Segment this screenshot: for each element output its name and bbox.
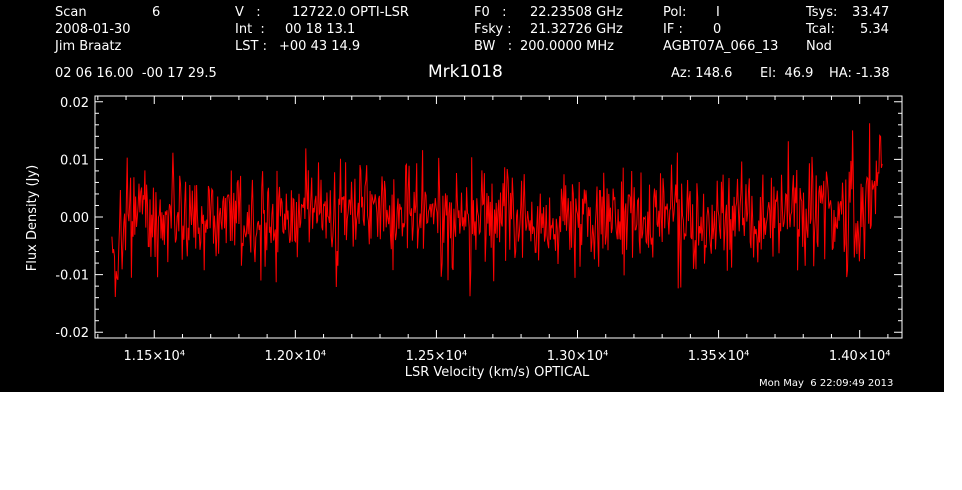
tcal-value: 5.34 — [860, 22, 889, 37]
lst-value: +00 43 14.9 — [279, 39, 361, 54]
pol-value: I — [716, 5, 720, 20]
azimuth: Az: 148.6 — [671, 66, 733, 81]
f0-label: F0 : — [474, 5, 507, 20]
pol-label: Pol: — [663, 5, 687, 20]
y-tick-label: 0.01 — [60, 153, 89, 168]
obs-date: 2008-01-30 — [55, 22, 131, 37]
y-tick-label: 0.02 — [60, 96, 89, 111]
velocity-label: V : — [235, 5, 261, 20]
scan-label: Scan — [55, 5, 87, 20]
x-tick-label: 1.40×10⁴ — [829, 349, 891, 364]
x-tick-label: 1.15×10⁴ — [123, 349, 185, 364]
y-axis-label: Flux Density (Jy) — [25, 165, 40, 271]
x-axis-label: LSR Velocity (km/s) OPTICAL — [405, 365, 590, 380]
obs-mode: Nod — [806, 39, 832, 54]
y-tick-label: -0.02 — [55, 326, 89, 341]
tsys-value: 33.47 — [852, 5, 890, 20]
plot-timestamp: Mon May 6 22:09:49 2013 — [759, 378, 894, 389]
plot-window: Scan 6 2008-01-30 Jim Braatz V : 12722.0… — [0, 0, 944, 392]
observer-name: Jim Braatz — [55, 39, 122, 54]
y-tick-label: 0.00 — [60, 211, 89, 226]
bw-value: 200.0000 MHz — [520, 39, 614, 54]
int-value: 00 18 13.1 — [285, 22, 356, 37]
if-value: 0 — [713, 22, 722, 37]
x-tick-label: 1.35×10⁴ — [688, 349, 750, 364]
spectrum-chart: 1.15×10⁴ 1.20×10⁴ 1.25×10⁴ 1.30×10⁴ 1.35×10⁴… — [25, 95, 903, 380]
project-id: AGBT07A_066_13 — [663, 39, 779, 54]
bw-label: BW : — [474, 39, 513, 54]
tcal-label: Tcal: — [806, 22, 835, 37]
scan-value: 6 — [152, 5, 161, 20]
tsys-label: Tsys: — [806, 5, 838, 20]
lst-label: LST : — [235, 39, 267, 54]
x-tick-label: 1.30×10⁴ — [547, 349, 609, 364]
spectrum-line — [111, 123, 883, 298]
source-title: Mrk1018 — [428, 62, 503, 82]
if-label: IF : — [663, 22, 683, 37]
velocity-value: 12722.0 OPTI-LSR — [292, 5, 409, 20]
int-label: Int : — [235, 22, 265, 37]
x-tick-label: 1.20×10⁴ — [265, 349, 327, 364]
fsky-value: 21.32726 GHz — [530, 22, 623, 37]
elevation: El: 46.9 — [760, 66, 814, 81]
f0-value: 22.23508 GHz — [530, 5, 623, 20]
y-tick-label: -0.01 — [55, 269, 89, 284]
source-coordinates: 02 06 16.00 -00 17 29.5 — [55, 66, 217, 81]
x-tick-label: 1.25×10⁴ — [406, 349, 468, 364]
fsky-label: Fsky : — [474, 22, 512, 37]
axes: 1.15×10⁴ 1.20×10⁴ 1.25×10⁴ 1.30×10⁴ 1.35×10⁴… — [55, 95, 903, 364]
hour-angle: HA: -1.38 — [829, 66, 890, 81]
spectrum-trace — [111, 123, 883, 298]
